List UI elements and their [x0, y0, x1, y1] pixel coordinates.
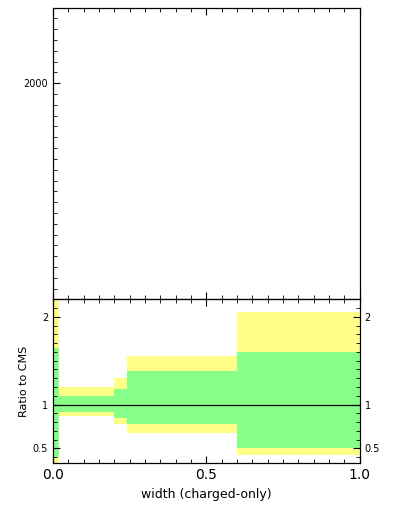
Bar: [194, 356, 200, 433]
Bar: [268, 312, 298, 455]
Bar: [77, 396, 84, 412]
Bar: [206, 371, 237, 424]
Bar: [90, 396, 96, 412]
Bar: [176, 371, 182, 424]
Bar: [84, 396, 90, 412]
Bar: [121, 389, 127, 418]
Bar: [127, 356, 133, 433]
Bar: [200, 371, 206, 424]
Bar: [84, 387, 90, 416]
Bar: [298, 312, 329, 455]
Bar: [157, 356, 163, 433]
Bar: [237, 312, 268, 455]
Bar: [53, 300, 59, 463]
Bar: [108, 396, 114, 412]
Bar: [329, 352, 360, 449]
Bar: [65, 396, 72, 412]
Bar: [59, 387, 65, 416]
Bar: [298, 352, 329, 449]
Bar: [194, 371, 200, 424]
Bar: [157, 371, 163, 424]
Bar: [133, 356, 139, 433]
Bar: [133, 371, 139, 424]
Bar: [114, 378, 121, 424]
Bar: [182, 371, 188, 424]
Bar: [188, 371, 194, 424]
Bar: [121, 378, 127, 424]
Bar: [268, 352, 298, 449]
Bar: [151, 356, 157, 433]
Bar: [72, 396, 77, 412]
Bar: [329, 312, 360, 455]
X-axis label: width (charged-only): width (charged-only): [141, 488, 272, 501]
Bar: [206, 356, 237, 433]
Bar: [139, 371, 145, 424]
Bar: [237, 352, 268, 449]
Bar: [114, 389, 121, 418]
Bar: [182, 356, 188, 433]
Bar: [102, 387, 108, 416]
Bar: [108, 387, 114, 416]
Bar: [65, 387, 72, 416]
Bar: [200, 356, 206, 433]
Bar: [163, 371, 169, 424]
Bar: [151, 371, 157, 424]
Bar: [169, 371, 176, 424]
Bar: [145, 371, 151, 424]
Bar: [139, 356, 145, 433]
Bar: [188, 356, 194, 433]
Bar: [176, 356, 182, 433]
Bar: [90, 387, 96, 416]
Bar: [53, 348, 59, 457]
Y-axis label: Ratio to CMS: Ratio to CMS: [18, 346, 29, 417]
Bar: [102, 396, 108, 412]
Bar: [96, 396, 102, 412]
Bar: [163, 356, 169, 433]
Bar: [127, 371, 133, 424]
Bar: [59, 396, 65, 412]
Bar: [145, 356, 151, 433]
Bar: [72, 387, 77, 416]
Bar: [169, 356, 176, 433]
Bar: [96, 387, 102, 416]
Bar: [77, 387, 84, 416]
